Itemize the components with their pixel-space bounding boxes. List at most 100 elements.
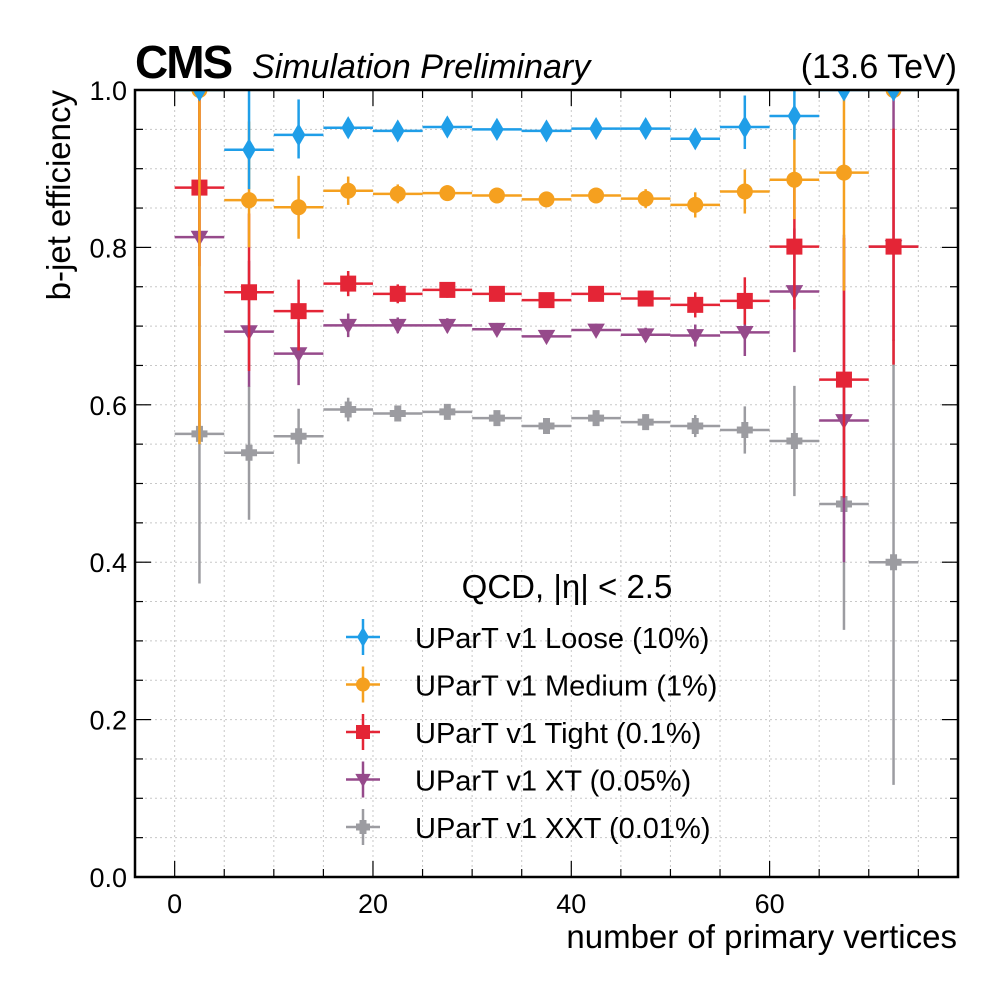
data-point — [422, 115, 473, 139]
marker-square — [241, 284, 258, 301]
data-point — [372, 405, 423, 422]
data-point — [372, 284, 423, 304]
series-plus — [174, 284, 919, 785]
y-tick-label: 0.6 — [89, 391, 127, 421]
data-point — [521, 119, 572, 143]
data-point — [273, 175, 324, 239]
marker-triangle-down — [438, 318, 457, 335]
data-point — [720, 406, 770, 454]
data-point — [521, 329, 572, 346]
data-point — [720, 95, 770, 150]
legend-item: UParT v1 XT (0.05%) — [346, 761, 691, 798]
legend-item: UParT v1 Tight (0.1%) — [346, 714, 701, 750]
marker-diamond — [490, 117, 504, 141]
data-point — [620, 290, 671, 307]
marker-diamond — [440, 115, 455, 139]
marker-circle — [356, 677, 370, 692]
marker-circle — [241, 192, 258, 209]
x-tick-label: 0 — [167, 889, 182, 919]
legend-label: UParT v1 Loose (10%) — [415, 623, 709, 655]
data-point — [670, 292, 721, 318]
data-point — [224, 385, 274, 520]
data-point — [819, 90, 869, 291]
marker-circle — [835, 164, 852, 181]
series-diamond — [174, 90, 919, 190]
marker-circle — [786, 171, 803, 188]
marker-triangle-down — [488, 322, 506, 339]
marker-triangle-down — [289, 347, 308, 363]
x-tick-label: 40 — [556, 889, 586, 919]
marker-plus — [786, 433, 803, 450]
marker-plus — [687, 418, 704, 435]
data-point — [670, 127, 721, 151]
data-point — [670, 415, 721, 438]
data-point — [720, 277, 770, 325]
data-point — [720, 169, 770, 214]
marker-square — [538, 292, 555, 309]
marker-square — [290, 303, 307, 320]
data-point — [422, 185, 473, 202]
data-point — [571, 116, 621, 141]
data-point — [521, 191, 572, 208]
marker-square — [687, 296, 704, 313]
marker-plus — [389, 405, 406, 422]
marker-diamond — [539, 119, 554, 143]
data-point — [769, 90, 820, 140]
data-point — [472, 187, 522, 204]
marker-diamond — [291, 123, 306, 147]
marker-diamond — [341, 116, 355, 140]
marker-triangle-down — [636, 328, 655, 344]
marker-square — [835, 371, 852, 388]
data-point — [372, 119, 423, 143]
marker-circle — [736, 183, 753, 200]
marker-triangle-down — [587, 323, 605, 339]
data-point — [620, 116, 671, 141]
data-point — [224, 90, 274, 190]
y-tick-label: 0.0 — [89, 863, 127, 893]
y-axis-label: b-jet efficiency — [40, 90, 77, 301]
marker-circle — [538, 191, 555, 208]
data-point — [323, 397, 373, 422]
data-point — [422, 281, 473, 298]
marker-square — [786, 238, 803, 255]
legend-label: UParT v1 XT (0.05%) — [415, 766, 691, 798]
marker-triangle-down — [686, 329, 705, 345]
series-square — [174, 90, 919, 498]
marker-plus — [637, 414, 654, 431]
marker-diamond — [589, 116, 603, 141]
legend: QCD, |η| < 2.5 UParT v1 Loose (10%) UParT… — [346, 568, 717, 845]
data-point — [868, 128, 919, 365]
data-point — [868, 339, 919, 785]
marker-square — [637, 290, 654, 307]
marker-plus — [439, 403, 456, 420]
data-point — [323, 313, 373, 338]
marker-square — [736, 292, 753, 309]
y-tick-label: 1.0 — [89, 76, 127, 106]
marker-plus — [885, 554, 902, 571]
marker-circle — [340, 182, 357, 199]
data-point — [472, 285, 522, 302]
data-point — [273, 279, 324, 351]
cms-label: CMS — [135, 36, 232, 88]
data-point — [521, 292, 572, 309]
marker-square — [340, 275, 357, 292]
data-point — [372, 317, 423, 335]
marker-square — [439, 281, 456, 298]
marker-diamond — [390, 119, 405, 143]
series-circle — [174, 90, 919, 445]
data-point — [273, 408, 324, 464]
marker-diamond — [837, 90, 851, 102]
data-point — [174, 90, 225, 102]
legend-item: UParT v1 Loose (10%) — [346, 619, 709, 655]
data-point — [571, 285, 621, 302]
marker-plus — [488, 410, 505, 427]
marker-diamond — [192, 90, 207, 102]
data-point — [670, 192, 721, 218]
marker-circle — [687, 196, 704, 213]
marker-diamond — [738, 115, 752, 139]
grid — [135, 90, 958, 877]
data-point — [174, 90, 225, 445]
marker-square — [885, 238, 902, 255]
energy-label: (13.6 TeV) — [801, 48, 957, 86]
marker-circle — [588, 187, 605, 204]
